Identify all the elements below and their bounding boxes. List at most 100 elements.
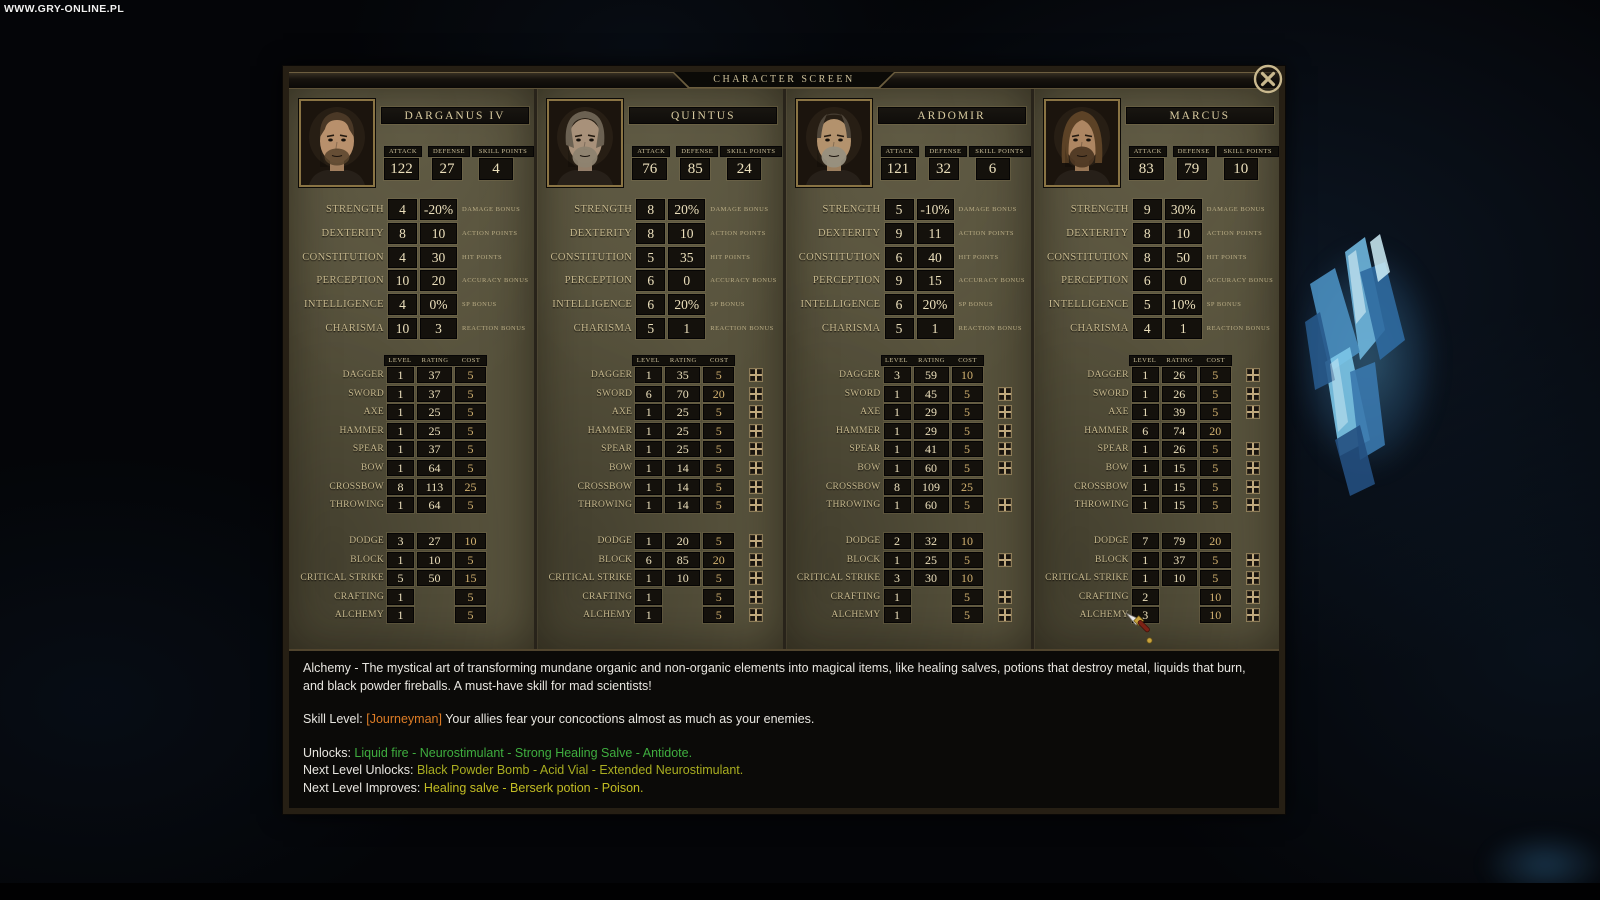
skill-rating: 39 xyxy=(1161,404,1197,420)
skill-cost: 5 xyxy=(455,460,486,476)
skill-increase-button[interactable] xyxy=(750,443,763,455)
description-line: Unlocks: Liquid fire - Neurostimulant - … xyxy=(303,745,1265,763)
skill-level: 1 xyxy=(635,607,663,623)
portrait-frame xyxy=(1043,99,1120,187)
skill-cost: 5 xyxy=(703,497,735,513)
stat-skillpoints-label: SKILL POINTS xyxy=(472,146,534,157)
skill-rating: 27 xyxy=(417,533,452,549)
skill-increase-button[interactable] xyxy=(750,499,763,511)
skill-increase-button[interactable] xyxy=(750,535,763,547)
skill-increase-button[interactable] xyxy=(750,388,763,400)
defense-value: 79 xyxy=(1176,158,1207,180)
skill-label: CRITICAL STRIKE xyxy=(300,573,384,583)
skill-increase-button[interactable] xyxy=(1246,609,1259,621)
skill-level: 7 xyxy=(1131,533,1159,549)
attribute-value: 10 xyxy=(388,270,417,291)
skill-level: 3 xyxy=(883,367,911,383)
skill-rating: 60 xyxy=(913,460,949,476)
skill-points-value: 4 xyxy=(479,158,513,180)
skill-rating: 29 xyxy=(913,423,949,439)
skill-increase-button[interactable] xyxy=(750,425,763,437)
skill-increase-button[interactable] xyxy=(750,462,763,474)
skill-rating: 10 xyxy=(417,552,452,568)
dialog-title: CHARACTER SCREEN xyxy=(674,72,894,87)
skill-increase-button[interactable] xyxy=(1246,388,1259,400)
skill-level: 3 xyxy=(883,570,911,586)
skill-increase-button[interactable] xyxy=(750,591,763,603)
skill-label: BOW xyxy=(360,463,384,473)
skill-level: 1 xyxy=(1131,367,1159,383)
attribute-value: 5 xyxy=(636,247,666,268)
skill-increase-button[interactable] xyxy=(750,554,763,566)
skill-level: 1 xyxy=(387,404,414,420)
attribute-bonus-desc: DAMAGE BONUS xyxy=(462,206,521,213)
skills-header-level: LEVEL xyxy=(388,357,412,364)
close-button[interactable] xyxy=(1252,63,1284,95)
attribute-bonus-desc: SP BONUS xyxy=(1206,301,1242,308)
skill-level: 1 xyxy=(387,607,414,623)
skill-increase-button[interactable] xyxy=(998,443,1011,455)
skill-cost: 5 xyxy=(703,570,735,586)
skill-cost: 5 xyxy=(951,441,983,457)
attribute-bonus: 11 xyxy=(916,223,954,244)
attribute-bonus-desc: DAMAGE BONUS xyxy=(1206,206,1265,213)
attribute-bonus-desc: ACTION POINTS xyxy=(958,230,1014,237)
skill-label: HAMMER xyxy=(1084,426,1129,436)
skill-increase-button[interactable] xyxy=(750,572,763,584)
attribute-label: STRENGTH xyxy=(325,204,384,215)
skill-increase-button[interactable] xyxy=(750,369,763,381)
skill-increase-button[interactable] xyxy=(1246,443,1259,455)
skill-rating: 14 xyxy=(665,460,701,476)
skill-level: 1 xyxy=(635,589,663,605)
skill-cost: 5 xyxy=(951,589,983,605)
attribute-bonus-desc: HIT POINTS xyxy=(710,254,751,261)
skill-level: 1 xyxy=(635,404,663,420)
skill-label: DODGE xyxy=(597,536,633,546)
skill-cost: 5 xyxy=(455,441,486,457)
attribute-value: 4 xyxy=(388,247,417,268)
skill-increase-button[interactable] xyxy=(1246,554,1259,566)
skill-increase-button[interactable] xyxy=(750,609,763,621)
skill-cost: 5 xyxy=(703,607,735,623)
skill-increase-button[interactable] xyxy=(1246,462,1259,474)
skill-increase-button[interactable] xyxy=(750,481,763,493)
skill-level: 1 xyxy=(1131,570,1159,586)
skill-level: 3 xyxy=(387,533,414,549)
skill-increase-button[interactable] xyxy=(1246,369,1259,381)
skill-increase-button[interactable] xyxy=(998,609,1011,621)
attribute-bonus-desc: HIT POINTS xyxy=(462,254,503,261)
attribute-bonus-desc: ACCURACY BONUS xyxy=(710,277,777,284)
skills-header-rating: RATING xyxy=(918,357,945,364)
skill-label: DAGGER xyxy=(839,370,881,380)
portrait-image xyxy=(797,101,870,185)
skill-cost: 5 xyxy=(1199,386,1231,402)
skill-increase-button[interactable] xyxy=(750,406,763,418)
skill-cost: 5 xyxy=(703,404,735,420)
skill-increase-button[interactable] xyxy=(1246,406,1259,418)
skill-increase-button[interactable] xyxy=(1246,481,1259,493)
skill-increase-button[interactable] xyxy=(1246,591,1259,603)
skill-increase-button[interactable] xyxy=(998,499,1011,511)
attribute-label: INTELLIGENCE xyxy=(303,299,384,310)
skill-increase-button[interactable] xyxy=(1246,499,1259,511)
skill-level: 1 xyxy=(635,533,663,549)
skills-header-rating: RATING xyxy=(421,357,449,364)
skill-increase-button[interactable] xyxy=(998,591,1011,603)
skill-label: BLOCK xyxy=(350,555,384,565)
skill-cost: 5 xyxy=(703,479,735,495)
stat-attack-label: ATTACK xyxy=(632,146,671,157)
attribute-value: 8 xyxy=(388,223,417,244)
skill-cost: 10 xyxy=(951,533,983,549)
skill-rating: 26 xyxy=(1161,367,1197,383)
skill-level: 3 xyxy=(1131,607,1159,623)
skill-increase-button[interactable] xyxy=(998,554,1011,566)
skill-increase-button[interactable] xyxy=(998,425,1011,437)
skill-level: 8 xyxy=(883,479,911,495)
skill-increase-button[interactable] xyxy=(998,462,1011,474)
description-segment: Your allies fear your concoctions almost… xyxy=(441,712,815,726)
skill-increase-button[interactable] xyxy=(998,406,1011,418)
attribute-value: 5 xyxy=(636,318,666,339)
skill-increase-button[interactable] xyxy=(998,388,1011,400)
skill-increase-button[interactable] xyxy=(1246,572,1259,584)
